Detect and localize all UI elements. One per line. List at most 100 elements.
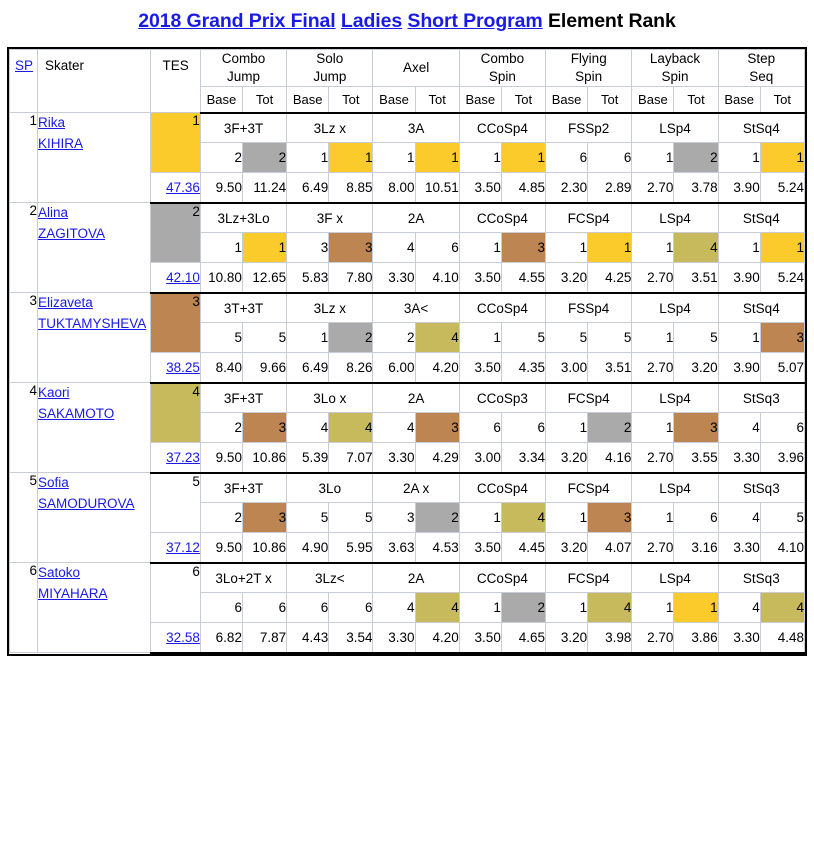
skater-first-name[interactable]: Kaori <box>38 385 70 401</box>
element-name: 3F x <box>286 202 374 234</box>
element-tot-rank: 1 <box>414 142 460 174</box>
skater-first-name[interactable]: Sofia <box>38 475 69 491</box>
element-tot-rank: 2 <box>241 142 288 174</box>
element-name: 3Lz x <box>286 292 374 324</box>
group-label-line2: Seq <box>749 69 774 85</box>
row-tes-score[interactable]: 47.36 <box>150 172 201 204</box>
element-base-rank: 2 <box>199 502 243 534</box>
skater-last-name[interactable]: ZAGITOVA <box>38 226 106 242</box>
skater-last-name[interactable]: SAMODUROVA <box>38 496 135 512</box>
row-tes-score[interactable]: 32.58 <box>150 622 201 654</box>
sp-sort-link[interactable]: SP <box>15 58 34 73</box>
row-skater-name[interactable]: Rika KIHIRA <box>37 112 152 204</box>
element-tot-value: 4.10 <box>414 262 460 294</box>
table-row: 1 Rika KIHIRA 1 3F+3T 3Lz x 3A CCoSp4 FSSp2 LSp4 S… <box>8 112 806 204</box>
row-skater-name[interactable]: Elizaveta TUKTAMYSHEVA <box>37 292 152 384</box>
element-name: CCoSp3 <box>458 382 547 414</box>
element-tot-value: 3.51 <box>587 352 633 384</box>
col-group-combo-spin: Combo Spin <box>458 48 547 88</box>
tes-score-link[interactable]: 37.12 <box>166 540 200 556</box>
tes-score-link[interactable]: 42.10 <box>166 270 200 286</box>
element-tot-value: 4.10 <box>759 532 806 564</box>
table-subheader: Base Tot Base Tot Base Tot Base Tot Base… <box>10 86 806 114</box>
table-row: 4 Kaori SAKAMOTO 4 3F+3T 3Lo x 2A CCoSp3 FCSp4 LS… <box>8 382 806 474</box>
group-label-line1: Step <box>747 51 776 66</box>
tes-score-link[interactable]: 47.36 <box>166 180 200 196</box>
row-skater-name[interactable]: Alina ZAGITOVA <box>37 202 152 294</box>
element-base-rank: 1 <box>458 592 502 624</box>
skater-last-name[interactable]: SAKAMOTO <box>38 406 115 422</box>
element-tot-value: 3.98 <box>587 622 633 654</box>
element-base-rank: 1 <box>458 232 502 264</box>
title-link-event[interactable]: 2018 Grand Prix Final <box>138 10 336 32</box>
skater-first-name[interactable]: Elizaveta <box>38 295 93 311</box>
table-row: 2 Alina ZAGITOVA 2 3Lz+3Lo 3F x 2A CCoSp4 FCSp4 L… <box>8 202 806 294</box>
element-tot-value: 2.89 <box>587 172 633 204</box>
row-skater-name[interactable]: Satoko MIYAHARA <box>37 562 152 654</box>
element-name: 3Lo <box>286 472 374 504</box>
element-base-value: 3.00 <box>545 352 589 384</box>
tes-score-link[interactable]: 38.25 <box>166 360 200 376</box>
title-suffix: Element Rank <box>547 10 676 32</box>
element-base-value: 2.70 <box>631 442 675 474</box>
table-body: 1 Rika KIHIRA 1 3F+3T 3Lz x 3A CCoSp4 FSSp2 LSp4 S… <box>8 112 806 654</box>
element-tot-value: 5.95 <box>328 532 374 564</box>
col-group-flying-spin: Flying Spin <box>545 48 633 88</box>
tes-score-link[interactable]: 37.23 <box>166 450 200 466</box>
element-base-value: 6.49 <box>286 172 330 204</box>
element-name: CCoSp4 <box>458 562 547 594</box>
element-base-rank: 1 <box>631 232 675 264</box>
skater-first-name[interactable]: Alina <box>38 205 69 221</box>
element-tot-value: 10.51 <box>414 172 460 204</box>
col-header-sp: SP <box>8 48 39 114</box>
element-tot-rank: 1 <box>673 592 719 624</box>
row-tes-score[interactable]: 37.12 <box>150 532 201 564</box>
group-label-line2: Jump <box>313 69 347 85</box>
element-name: 3Lz x <box>286 112 374 144</box>
element-tot-rank: 5 <box>759 502 806 534</box>
element-base-value: 3.50 <box>458 262 502 294</box>
skater-first-name[interactable]: Satoko <box>38 565 81 581</box>
row-skater-name[interactable]: Sofia SAMODUROVA <box>37 472 152 564</box>
element-base-value: 9.50 <box>199 532 243 564</box>
title-link-discipline[interactable]: Ladies <box>340 10 403 32</box>
element-base-value: 2.70 <box>631 622 675 654</box>
element-base-value: 2.70 <box>631 172 675 204</box>
table-row-scores: 47.36 9.50 11.24 6.49 8.85 8.00 10.51 3.50 4.85 2… <box>10 172 806 204</box>
element-tot-rank: 3 <box>759 322 806 354</box>
element-tot-rank: 6 <box>759 412 806 444</box>
subcol-header-base: Base <box>545 86 589 114</box>
element-base-value: 6.00 <box>372 352 416 384</box>
subcol-header-base: Base <box>717 86 761 114</box>
row-tes-score[interactable]: 37.23 <box>150 442 201 474</box>
element-name: StSq4 <box>717 292 806 324</box>
tes-score-link[interactable]: 32.58 <box>166 630 200 646</box>
skater-last-name[interactable]: KIHIRA <box>38 136 84 152</box>
table-row: 5 Sofia SAMODUROVA 5 3F+3T 3Lo 2A x CCoSp4 FCSp4… <box>8 472 806 564</box>
group-label-line1: Flying <box>570 51 607 66</box>
skater-last-name[interactable]: TUKTAMYSHEVA <box>38 316 147 332</box>
element-base-value: 6.82 <box>199 622 243 654</box>
element-base-rank: 2 <box>199 142 243 174</box>
row-tes-score[interactable]: 38.25 <box>150 352 201 384</box>
element-base-rank: 1 <box>545 412 589 444</box>
title-link-segment[interactable]: Short Program <box>407 10 543 32</box>
row-skater-name[interactable]: Kaori SAKAMOTO <box>37 382 152 474</box>
element-base-value: 3.20 <box>545 442 589 474</box>
element-base-value: 2.70 <box>631 532 675 564</box>
col-header-tes: TES <box>150 48 201 114</box>
skater-first-name[interactable]: Rika <box>38 115 66 131</box>
element-tot-value: 11.24 <box>241 172 288 204</box>
element-base-rank: 1 <box>545 232 589 264</box>
element-name: LSp4 <box>631 202 719 234</box>
group-label-line1: Axel <box>402 60 430 76</box>
skater-last-name[interactable]: MIYAHARA <box>38 586 108 602</box>
row-tes-score[interactable]: 42.10 <box>150 262 201 294</box>
element-base-rank: 1 <box>631 322 675 354</box>
element-base-rank: 2 <box>199 412 243 444</box>
element-base-rank: 1 <box>631 592 675 624</box>
element-base-value: 3.30 <box>372 262 416 294</box>
element-base-value: 2.70 <box>631 352 675 384</box>
element-base-rank: 6 <box>286 592 330 624</box>
